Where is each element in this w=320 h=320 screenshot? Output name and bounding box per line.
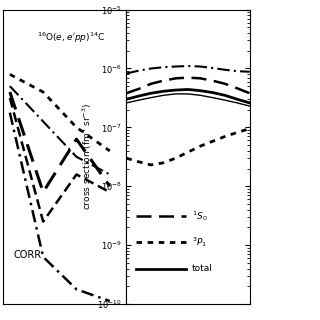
Text: $^1S_0$: $^1S_0$: [192, 209, 207, 223]
Y-axis label: cross section (fm$^4$ sr$^{-3}$): cross section (fm$^4$ sr$^{-3}$): [81, 103, 94, 210]
Text: $^{16}$O$(e,e'pp)^{14}$C: $^{16}$O$(e,e'pp)^{14}$C: [37, 30, 105, 44]
Text: CORR: CORR: [13, 250, 41, 260]
Text: total: total: [192, 264, 212, 273]
Text: $^3P_1$: $^3P_1$: [192, 235, 207, 249]
